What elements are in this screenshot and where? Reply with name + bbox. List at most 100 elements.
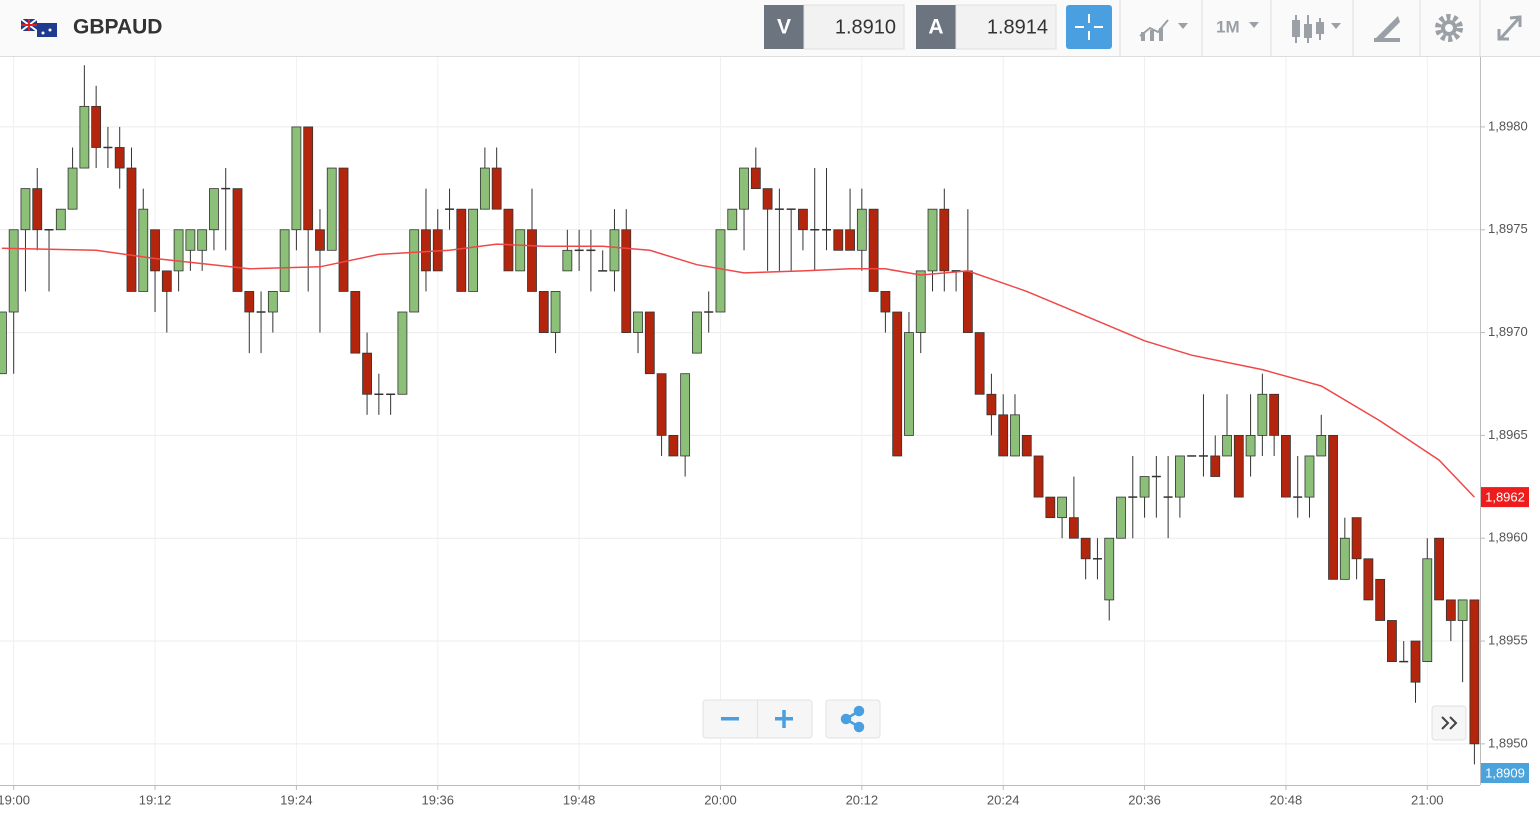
candle-body [409, 229, 420, 313]
interval[interactable]: 1M [1216, 17, 1240, 36]
candle-body [1469, 599, 1480, 745]
candle-body [232, 188, 243, 292]
ask-price: 1.8914 [987, 16, 1048, 38]
candle-body [315, 229, 325, 251]
candle-body [1281, 434, 1291, 498]
x-tick-label: 19:48 [563, 792, 596, 807]
candle-body [326, 167, 337, 251]
settings-button[interactable] [1435, 14, 1463, 42]
candle-body [915, 270, 926, 333]
candle-body [927, 208, 938, 272]
candle-body [1245, 434, 1256, 457]
candle-body [1387, 620, 1397, 663]
bid-price: 1.8910 [835, 16, 896, 38]
candle-body [939, 208, 950, 272]
candle-body [44, 228, 54, 231]
candle-body [386, 393, 396, 396]
candle-body [456, 208, 467, 292]
candle-body [692, 311, 702, 354]
x-tick-label: 19:12 [139, 792, 172, 807]
ask-box [955, 4, 1057, 50]
toolbar-separators [1119, 0, 1481, 56]
candle-body [0, 311, 7, 375]
candle-body [1045, 496, 1056, 519]
candle-body [374, 393, 384, 396]
bid-box [803, 4, 905, 50]
candle-body [491, 167, 502, 210]
candle-body [668, 434, 679, 457]
candle-body [904, 332, 914, 436]
candle-body [350, 291, 361, 354]
x-tick-label: 20:24 [987, 792, 1020, 807]
candle-body [1033, 455, 1044, 498]
candle-body [1080, 537, 1091, 560]
candle-body [126, 167, 137, 292]
share-box [825, 699, 881, 739]
price-tag [1481, 763, 1529, 783]
candle-body [279, 229, 290, 292]
candle-body [833, 229, 844, 251]
candle-body [1198, 455, 1208, 457]
share-button[interactable] [840, 705, 865, 733]
candle-body [1375, 578, 1386, 621]
candle-body [762, 188, 773, 210]
candle-body [1010, 414, 1020, 457]
candle-body [1422, 558, 1433, 663]
candle-body [1233, 434, 1244, 498]
zoom-out-button[interactable] [721, 717, 739, 721]
candle-body [1316, 434, 1327, 457]
candle-body [574, 249, 584, 252]
candle-body [479, 167, 490, 210]
candle-body [1128, 496, 1138, 498]
bid-button[interactable] [764, 5, 804, 49]
candle-body [1151, 475, 1161, 478]
candle-body [644, 311, 655, 375]
candle-body [20, 188, 31, 231]
candle-body [845, 229, 855, 251]
y-tick-label: 1,8950 [1488, 735, 1528, 750]
candle-body [114, 147, 125, 169]
candle-body [421, 229, 431, 272]
candle-body [338, 167, 349, 292]
y-tick-label: 1,8975 [1488, 221, 1528, 236]
y-tick-label: 1,8970 [1488, 324, 1528, 339]
candle-body [1304, 455, 1315, 498]
candle-body [303, 126, 314, 231]
y-tick-label: 1,8965 [1488, 427, 1528, 442]
candle-body [1163, 496, 1173, 498]
draw-tool-button[interactable] [1374, 16, 1400, 42]
candle-type-button[interactable] [1292, 15, 1341, 43]
candle-body [55, 208, 66, 231]
candle-body [1116, 496, 1126, 539]
x-tick-label: 20:00 [704, 792, 737, 807]
candle-body [515, 229, 526, 272]
candle-body [32, 188, 43, 231]
chart-type-button[interactable] [1139, 19, 1188, 41]
candle-body [79, 105, 90, 169]
candle-body [1269, 393, 1280, 436]
y-tick-label: 1,8955 [1488, 632, 1528, 647]
candle-body [868, 208, 879, 292]
crosshair-icon [1075, 14, 1103, 40]
ask-button[interactable] [916, 5, 956, 49]
candle-body [621, 229, 632, 333]
candle-body [291, 126, 302, 231]
fullscreen-button[interactable] [1497, 15, 1522, 41]
candle-body [161, 270, 172, 292]
candle-body [1104, 537, 1115, 601]
price-tag-label: 1,8909 [1485, 765, 1525, 780]
candle-body [704, 311, 714, 313]
zoom-in-button[interactable] [775, 710, 793, 728]
candle-body [609, 229, 620, 272]
candle-body [538, 291, 549, 333]
interval-dropdown[interactable] [1249, 22, 1259, 28]
candle-body [197, 229, 208, 251]
price-tag [1481, 487, 1529, 508]
candle-body [67, 167, 78, 210]
x-tick-label: 20:12 [846, 792, 879, 807]
scroll-end-button[interactable] [1441, 716, 1458, 730]
price-tag-label: 1,8962 [1485, 490, 1525, 505]
crosshair-button[interactable] [1066, 5, 1112, 49]
